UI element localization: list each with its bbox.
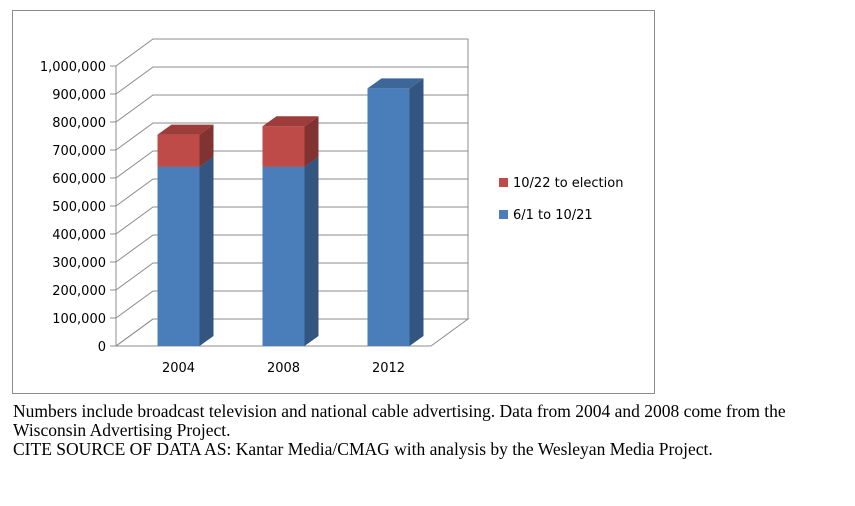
y-tick-label: 100,000 [52,312,106,327]
caption: Numbers include broadcast television and… [13,402,843,459]
bar-front [157,134,200,167]
bar-segment [157,156,214,346]
gridline [115,262,468,291]
y-tick-label: 1,000,000 [40,60,106,75]
y-tick-label: 500,000 [52,200,106,215]
bar-side [304,116,319,167]
gridline [115,290,468,319]
y-axis-ticks: 0 100,000 200,000 300,000 400,000 500,000 600,… [40,60,116,355]
bar-segment [157,124,214,167]
caption-note: Numbers include broadcast television and… [13,401,786,440]
caption-citation: CITE SOURCE OF DATA AS: Kantar Media/CMA… [13,439,713,459]
chart-frame: 0 100,000 200,000 300,000 400,000 500,000 600,… [12,10,655,394]
y-tick-label: 0 [98,340,106,355]
x-tick-label: 2004 [162,361,195,376]
bar-side [409,78,424,347]
bar-segment [262,116,319,167]
legend-swatch [499,210,508,219]
y-tick-label: 900,000 [52,88,106,103]
gridline [115,178,468,207]
legend-swatch [499,178,508,187]
gridline [115,38,468,67]
legend: 10/22 to election 6/1 to 10/21 [499,176,623,223]
bar-top [157,124,214,135]
bar-top [262,116,319,127]
x-tick-label: 2012 [372,361,405,376]
x-axis-ticks: 2004 2008 2012 [162,361,405,376]
bar-front [262,166,305,346]
y-tick-label: 800,000 [52,116,106,131]
y-tick-label: 400,000 [52,228,106,243]
legend-label: 10/22 to election [513,176,623,191]
gridline [115,234,468,263]
bar-segment [262,156,319,346]
bar-top [367,78,424,89]
y-tick-label: 300,000 [52,256,106,271]
stacked-bar-chart: 0 100,000 200,000 300,000 400,000 500,000 600,… [40,38,623,376]
bars [157,78,424,347]
gridline [115,150,468,179]
bar-side [199,156,214,346]
bar-front [367,88,410,347]
gridline [115,122,468,151]
legend-label: 6/1 to 10/21 [513,208,593,223]
bar-front [262,126,305,167]
bar-side [304,156,319,346]
bar-front [157,166,200,346]
y-tick-label: 700,000 [52,144,106,159]
x-tick-label: 2008 [267,361,300,376]
y-tick-label: 200,000 [52,284,106,299]
gridlines [115,38,468,347]
bar-segment [367,78,424,347]
gridline [115,318,468,347]
y-tick-label: 600,000 [52,172,106,187]
gridline [115,94,468,123]
gridline [115,206,468,235]
gridline [115,66,468,95]
bar-side [199,124,214,167]
